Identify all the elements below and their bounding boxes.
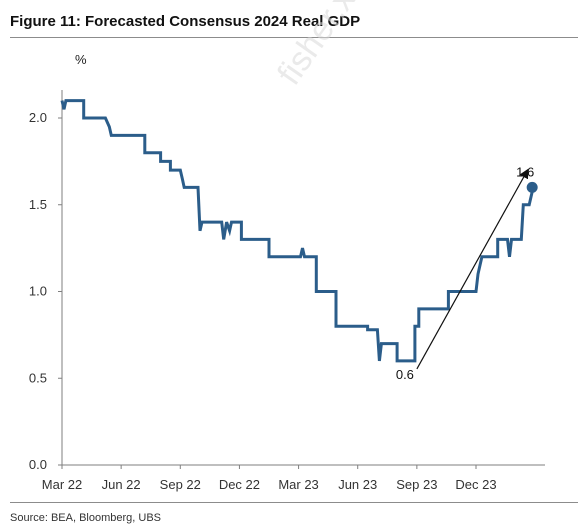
end-point-marker [526, 181, 538, 193]
y-axis-unit-label: % [75, 52, 87, 67]
y-tick-label: 2.0 [29, 110, 47, 125]
x-tick-label: Sep 22 [160, 477, 201, 492]
chart-title: Figure 11: Forecasted Consensus 2024 Rea… [10, 13, 361, 30]
y-tick-label: 0.0 [29, 457, 47, 472]
trend-arrow [416, 168, 529, 370]
y-tick-label: 1.0 [29, 284, 47, 299]
source-note: Source: BEA, Bloomberg, UBS [10, 512, 162, 524]
x-tick-label: Mar 23 [278, 477, 318, 492]
title-divider [10, 37, 578, 38]
x-tick-label: Sep 23 [396, 477, 437, 492]
y-tick-label: 0.5 [29, 370, 47, 385]
x-tick-label: Dec 23 [455, 477, 496, 492]
footer-divider [10, 502, 578, 503]
start-value-label: 0.6 [396, 367, 414, 382]
end-value-label: 1.6 [516, 164, 534, 179]
y-tick-label: 1.5 [29, 197, 47, 212]
x-tick-label: Jun 23 [338, 477, 377, 492]
x-tick-label: Jun 22 [102, 477, 141, 492]
x-tick-label: Mar 22 [42, 477, 82, 492]
x-tick-label: Dec 22 [219, 477, 260, 492]
gdp-forecast-line [60, 99, 535, 363]
